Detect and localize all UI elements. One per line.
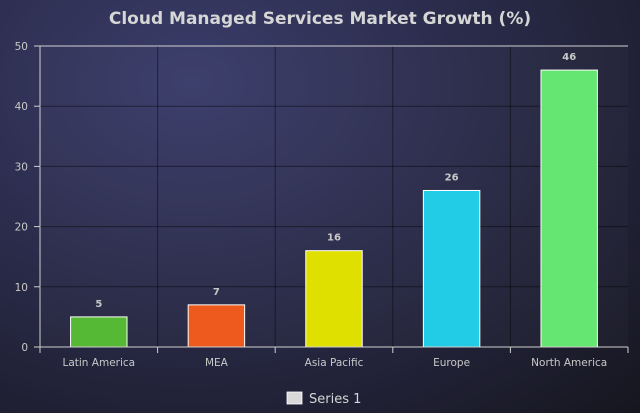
bar — [540, 69, 598, 348]
y-tick-label: 40 — [15, 101, 28, 113]
data-label: 7 — [213, 287, 220, 298]
y-tick-label: 10 — [15, 282, 28, 294]
bar — [305, 250, 363, 348]
labels: 5 Latin America 7 MEA 16 Asia Pacific 26 Europe… — [15, 41, 608, 369]
x-tick-label: Europe — [433, 357, 470, 369]
axes — [34, 45, 629, 353]
bar — [70, 316, 128, 348]
bar — [187, 304, 246, 348]
y-tick-label: 30 — [15, 161, 28, 173]
x-tick-label: North America — [531, 357, 607, 369]
data-label: 5 — [95, 299, 102, 310]
y-tick-label: 20 — [15, 222, 28, 234]
legend-label[interactable]: Series 1 — [309, 392, 361, 407]
bars — [70, 69, 598, 348]
y-tick-label: 0 — [21, 342, 28, 354]
y-tick-label: 50 — [15, 41, 28, 53]
legend[interactable]: Series 1 — [286, 391, 361, 407]
legend-swatch[interactable] — [286, 391, 303, 405]
data-label: 26 — [445, 172, 459, 183]
x-tick-label: MEA — [205, 357, 229, 369]
x-tick-label: Latin America — [62, 357, 135, 369]
data-label: 46 — [562, 52, 576, 63]
chart-title: Cloud Managed Services Market Growth (%) — [109, 9, 531, 29]
data-label: 16 — [327, 233, 341, 244]
bar — [422, 189, 481, 348]
x-tick-label: Asia Pacific — [305, 357, 364, 369]
